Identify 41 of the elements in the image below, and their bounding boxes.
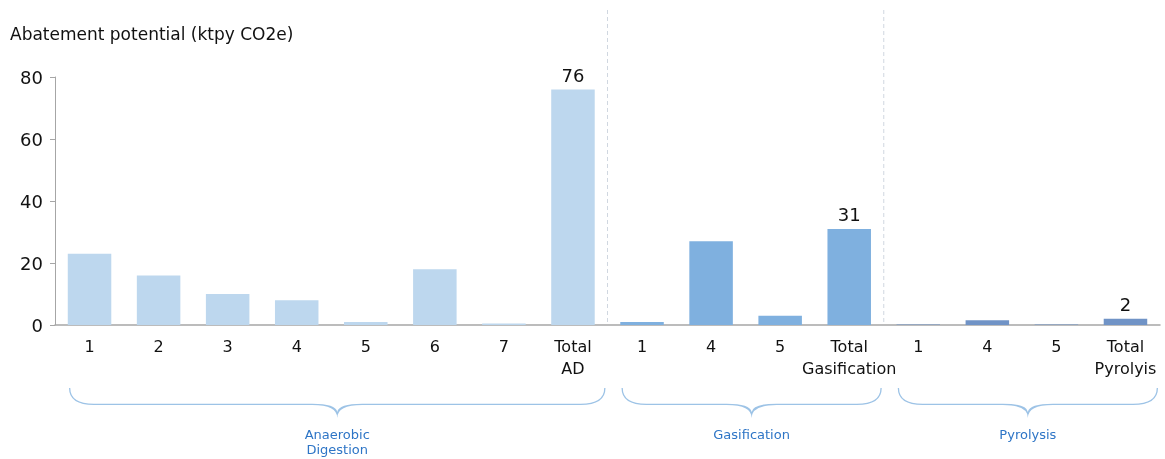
text: Gasification <box>712 427 791 442</box>
x-tick-label: Total Gasification <box>802 336 897 378</box>
data-label: 31 <box>837 204 861 226</box>
bar <box>965 320 1010 325</box>
y-tick-label: 80 <box>20 66 43 88</box>
bar <box>274 300 319 325</box>
y-tick-label: 40 <box>20 190 43 212</box>
y-tick-label: 20 <box>20 252 43 274</box>
bar <box>67 253 112 325</box>
bar <box>413 269 457 325</box>
bar <box>205 294 250 325</box>
y-axis-title: Abatement potential (ktpy CO2e) <box>10 23 294 44</box>
data-label: 76 <box>561 64 585 86</box>
bar <box>1103 318 1148 325</box>
y-tick-label: 60 <box>20 128 43 150</box>
x-tick-label: 1 <box>636 336 648 356</box>
x-tick-label: Total AD <box>553 336 592 378</box>
x-tick-label: 4 <box>982 336 993 356</box>
x-tick-label: 6 <box>429 336 440 356</box>
bar <box>136 275 181 325</box>
bar <box>827 228 871 325</box>
data-label: 2 <box>1119 294 1132 316</box>
bar <box>620 321 664 325</box>
x-tick-label: 1 <box>84 336 95 356</box>
bar <box>689 241 733 325</box>
y-tick-label: 0 <box>31 314 43 336</box>
x-tick-label: 5 <box>360 336 371 356</box>
x-tick-label: 5 <box>775 336 786 356</box>
x-tick-label: Total Pyrolyis <box>1094 336 1157 378</box>
text: Anaerobic Digestion <box>303 427 371 457</box>
x-tick-label: 7 <box>498 336 509 356</box>
bar <box>344 321 388 325</box>
x-tick-label: 4 <box>291 336 302 356</box>
x-tick-label: 5 <box>1051 336 1062 356</box>
text: Pyrolysis <box>998 427 1058 442</box>
x-tick-label: 4 <box>706 336 717 356</box>
x-tick-label: 3 <box>222 336 233 356</box>
x-tick-label: 2 <box>153 336 164 356</box>
bar <box>758 315 802 325</box>
bar <box>551 89 595 325</box>
x-tick-label: 1 <box>913 336 924 356</box>
